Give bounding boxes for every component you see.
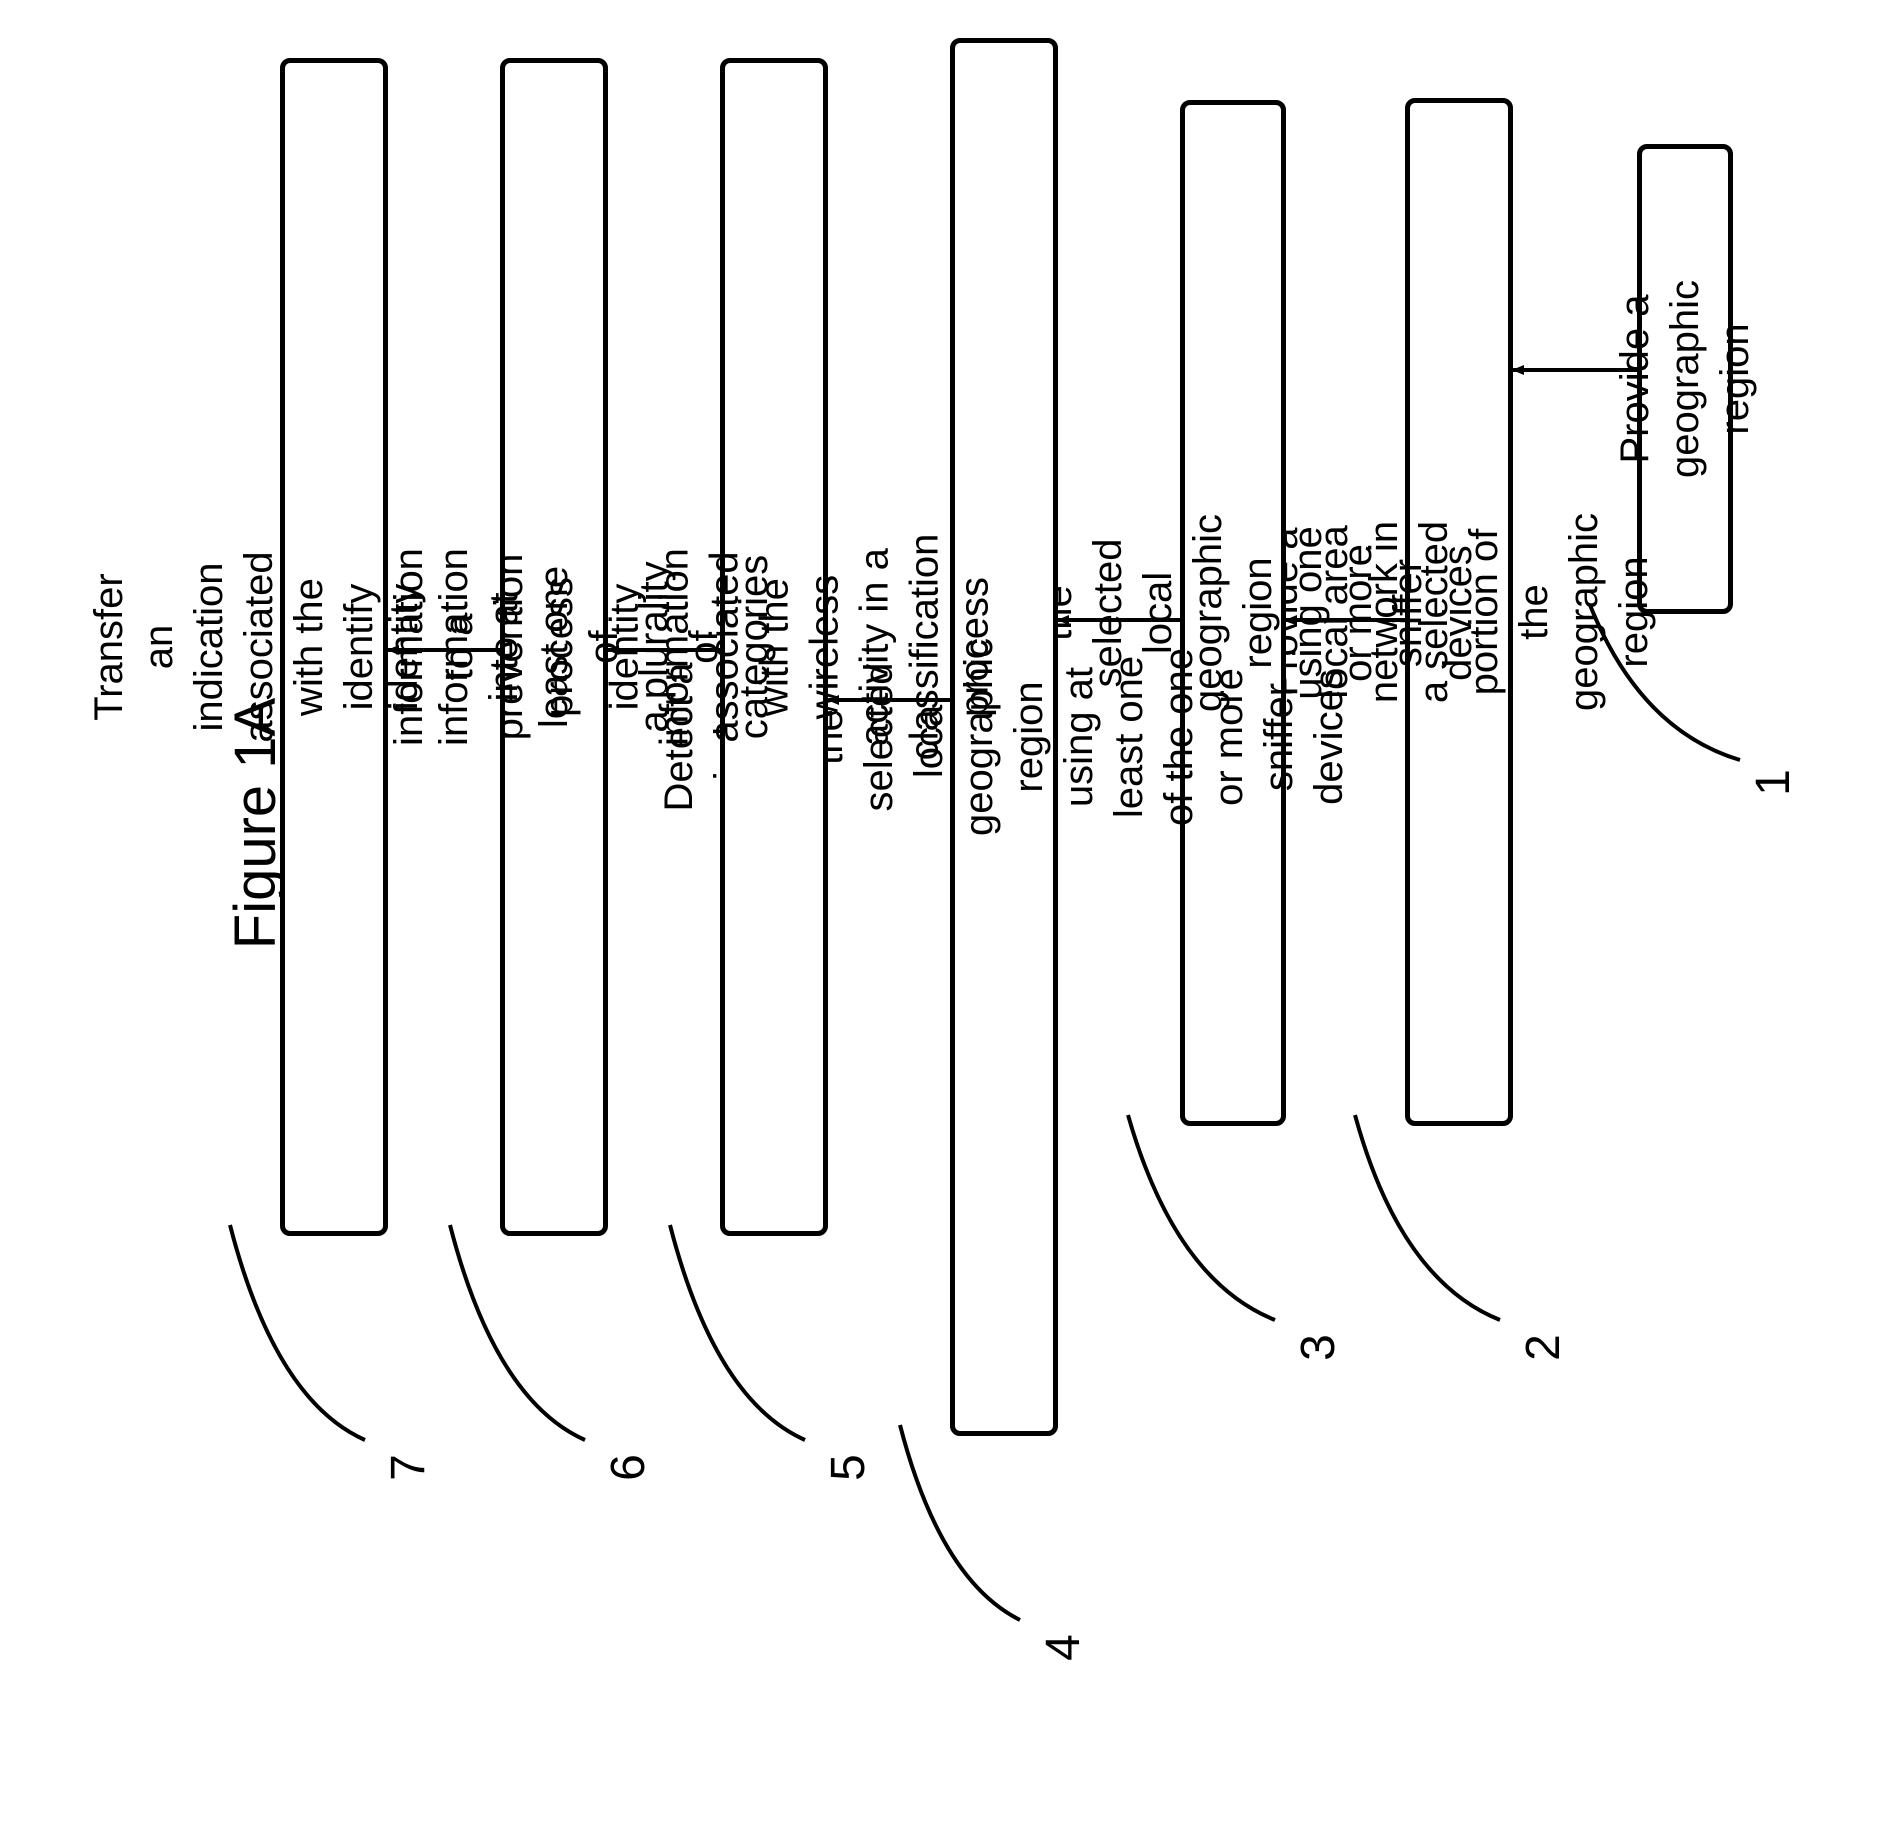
flow-step-number: 5 bbox=[821, 1454, 876, 1481]
flow-step-number: 6 bbox=[601, 1454, 656, 1481]
flow-step-3: Monitor the selected local geographic re… bbox=[1180, 100, 1286, 1126]
flow-step-number: 1 bbox=[1746, 769, 1801, 796]
lead-line bbox=[670, 1225, 805, 1440]
lead-line bbox=[900, 1425, 1020, 1620]
flow-step-number: 4 bbox=[1036, 1634, 1091, 1661]
flowchart-canvas: Figure 1A Provide a geographic region1Pr… bbox=[0, 0, 1904, 1839]
lead-line bbox=[230, 1225, 365, 1440]
flow-step-text: Transfer an indication associated with t… bbox=[84, 548, 584, 746]
lead-line bbox=[1355, 1115, 1500, 1320]
lead-line bbox=[450, 1225, 585, 1440]
lead-line bbox=[1128, 1115, 1275, 1320]
flow-step-number: 2 bbox=[1516, 1334, 1571, 1361]
flow-step-number: 3 bbox=[1291, 1334, 1346, 1361]
flow-step-number: 7 bbox=[381, 1454, 436, 1481]
flow-step-7: Transfer an indication associated with t… bbox=[280, 58, 388, 1236]
flow-step-text: Provide a geographic region bbox=[1610, 280, 1760, 478]
